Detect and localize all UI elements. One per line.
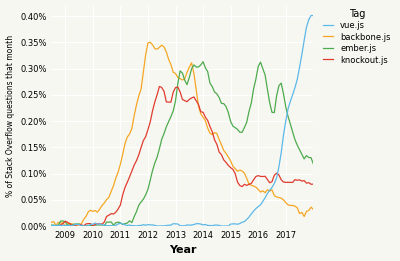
knockout.js	[212, 138, 217, 141]
vue.js	[63, 224, 68, 227]
backbone.js	[157, 46, 162, 49]
vue.js	[295, 78, 300, 81]
vue.js	[224, 224, 228, 228]
ember.js	[201, 60, 206, 63]
ember.js	[100, 224, 104, 228]
knockout.js	[44, 224, 49, 228]
Legend: vue.js, backbone.js, ember.js, knockout.js: vue.js, backbone.js, ember.js, knockout.…	[320, 5, 394, 68]
Y-axis label: % of Stack Overflow questions that month: % of Stack Overflow questions that month	[6, 35, 14, 197]
backbone.js	[148, 41, 153, 44]
knockout.js	[102, 221, 107, 224]
backbone.js	[65, 222, 70, 225]
knockout.js	[157, 85, 162, 88]
ember.js	[35, 224, 40, 228]
vue.js	[35, 224, 40, 227]
vue.js	[311, 14, 316, 17]
backbone.js	[297, 212, 302, 215]
knockout.js	[35, 219, 40, 222]
vue.js	[134, 224, 139, 228]
knockout.js	[311, 182, 316, 186]
Line: ember.js: ember.js	[38, 62, 313, 226]
knockout.js	[65, 221, 70, 224]
backbone.js	[40, 224, 45, 228]
ember.js	[224, 105, 228, 108]
knockout.js	[297, 178, 302, 181]
knockout.js	[155, 93, 160, 96]
vue.js	[155, 224, 160, 228]
Line: knockout.js: knockout.js	[38, 86, 313, 226]
knockout.js	[226, 164, 231, 167]
ember.js	[152, 161, 157, 164]
backbone.js	[102, 201, 107, 204]
ember.js	[295, 144, 300, 147]
vue.js	[210, 224, 215, 227]
ember.js	[210, 85, 215, 88]
Line: backbone.js: backbone.js	[38, 42, 313, 226]
vue.js	[100, 223, 104, 227]
Line: vue.js: vue.js	[38, 15, 313, 226]
ember.js	[311, 162, 316, 165]
backbone.js	[226, 156, 231, 159]
ember.js	[63, 220, 68, 223]
vue.js	[309, 14, 314, 17]
backbone.js	[212, 131, 217, 134]
X-axis label: Year: Year	[169, 245, 196, 256]
backbone.js	[35, 218, 40, 221]
backbone.js	[311, 208, 316, 211]
